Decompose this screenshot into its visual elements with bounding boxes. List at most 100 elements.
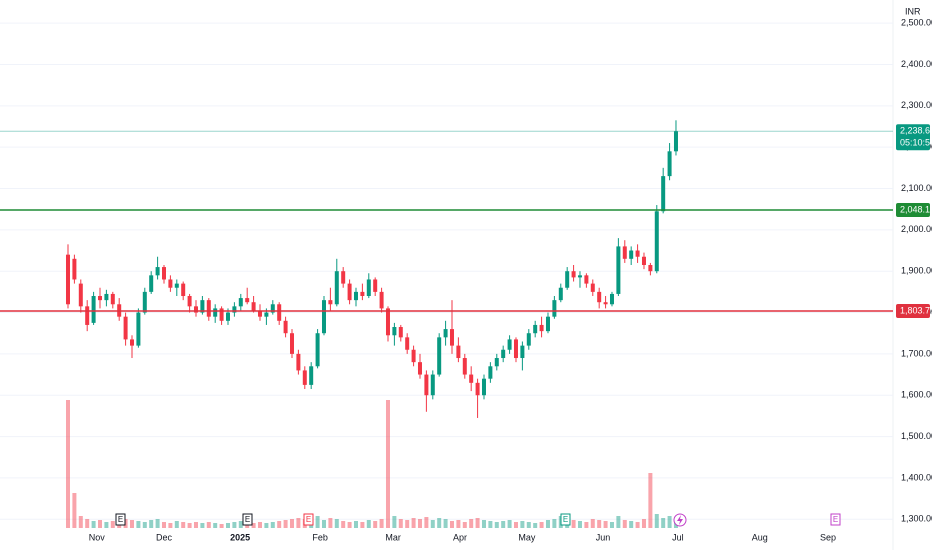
volume-bar: [373, 521, 378, 528]
volume-bar: [168, 523, 173, 528]
candle-body: [232, 306, 237, 313]
volume-bar: [545, 520, 550, 528]
volume-bar: [251, 523, 256, 528]
candle-body: [616, 246, 621, 294]
candle-body: [501, 349, 506, 359]
volume-bar: [315, 516, 320, 528]
volume-bar: [584, 522, 589, 528]
volume-bar: [379, 519, 384, 528]
volume-bar: [629, 521, 634, 528]
candle-body: [635, 250, 640, 257]
candle-body: [187, 296, 192, 307]
candle-body: [78, 283, 83, 307]
candle-body: [264, 312, 269, 317]
event-marker[interactable]: [560, 513, 571, 526]
event-marker[interactable]: [115, 513, 126, 526]
volume-bar: [520, 521, 525, 528]
volume-bar: [456, 520, 461, 528]
volume-bar: [360, 522, 365, 528]
candle-body: [193, 306, 198, 313]
candle-body: [648, 265, 653, 272]
event-marker[interactable]: [830, 513, 841, 526]
volume-bar: [539, 522, 544, 528]
lightning-icon: [677, 515, 683, 525]
price-tag-label: 2,238.60: [900, 126, 932, 136]
candle-body: [129, 339, 134, 346]
candle-body: [622, 246, 627, 259]
candle-body: [526, 333, 531, 346]
volume-bar: [603, 521, 608, 528]
volume-bar: [597, 520, 602, 528]
volume-bar: [283, 520, 288, 528]
candle-body: [373, 279, 378, 292]
candle-body: [558, 287, 563, 301]
volume-bar: [341, 521, 346, 528]
volume-bar: [213, 523, 218, 528]
volume-bar: [443, 519, 448, 528]
candle-body: [257, 310, 262, 317]
volume-bar: [78, 516, 83, 528]
volume-bar: [526, 522, 531, 528]
candle-body: [488, 366, 493, 379]
volume-bar: [590, 519, 595, 528]
candle-body: [443, 329, 448, 338]
volume-bar: [200, 523, 205, 528]
candle-body: [168, 279, 173, 288]
candle-body: [417, 362, 422, 375]
candle-body: [296, 353, 301, 371]
volume-bar: [616, 516, 621, 528]
x-tick-label: May: [518, 532, 536, 542]
volume-bar: [353, 521, 358, 528]
candle-body: [174, 283, 179, 288]
candle-body: [142, 291, 147, 313]
volume-bar: [174, 521, 179, 528]
candle-body: [641, 256, 646, 265]
volume-bar: [501, 521, 506, 528]
candle-body: [673, 131, 678, 152]
candle-body: [494, 358, 499, 367]
candle-body: [424, 374, 429, 396]
event-marker[interactable]: [303, 513, 314, 526]
candle-body: [533, 324, 538, 334]
volume-bar: [385, 400, 390, 528]
candle-body: [584, 275, 589, 284]
x-tick-label: Apr: [453, 532, 467, 542]
volume-bar: [488, 521, 493, 528]
x-tick-label: Jun: [596, 532, 611, 542]
volume-bar: [219, 524, 224, 528]
volume-bar: [533, 523, 538, 528]
event-marker[interactable]: [242, 513, 253, 526]
x-tick-label: Jul: [672, 532, 684, 542]
candle-body: [85, 306, 90, 325]
volume-bar: [91, 521, 96, 528]
volume-bar: [654, 514, 659, 528]
candle-body: [277, 304, 282, 321]
candle-body: [315, 333, 320, 367]
y-tick-label: 1,500.00: [901, 431, 932, 441]
candle-body: [654, 211, 659, 272]
candle-body: [366, 279, 371, 297]
candle-body: [251, 302, 256, 311]
candle-body: [225, 312, 230, 321]
volume-bar: [85, 519, 90, 528]
volume-bar: [181, 522, 186, 528]
candle-body: [392, 327, 397, 336]
volume-bar: [187, 523, 192, 528]
candle-body: [155, 267, 160, 276]
candle-body: [347, 283, 352, 301]
y-tick-label: 1,900.00: [901, 266, 932, 276]
candle-body: [104, 293, 109, 301]
y-tick-label: 2,000.00: [901, 224, 932, 234]
volume-bar: [321, 520, 326, 528]
candle-body: [507, 339, 512, 350]
volume-bar: [65, 400, 70, 528]
candle-body: [571, 271, 576, 278]
volume-bar: [609, 522, 614, 528]
candle-body: [552, 300, 557, 317]
candle-body: [577, 275, 582, 278]
volume-bar: [417, 519, 422, 528]
candle-body: [181, 283, 186, 297]
candle-body: [136, 312, 141, 346]
